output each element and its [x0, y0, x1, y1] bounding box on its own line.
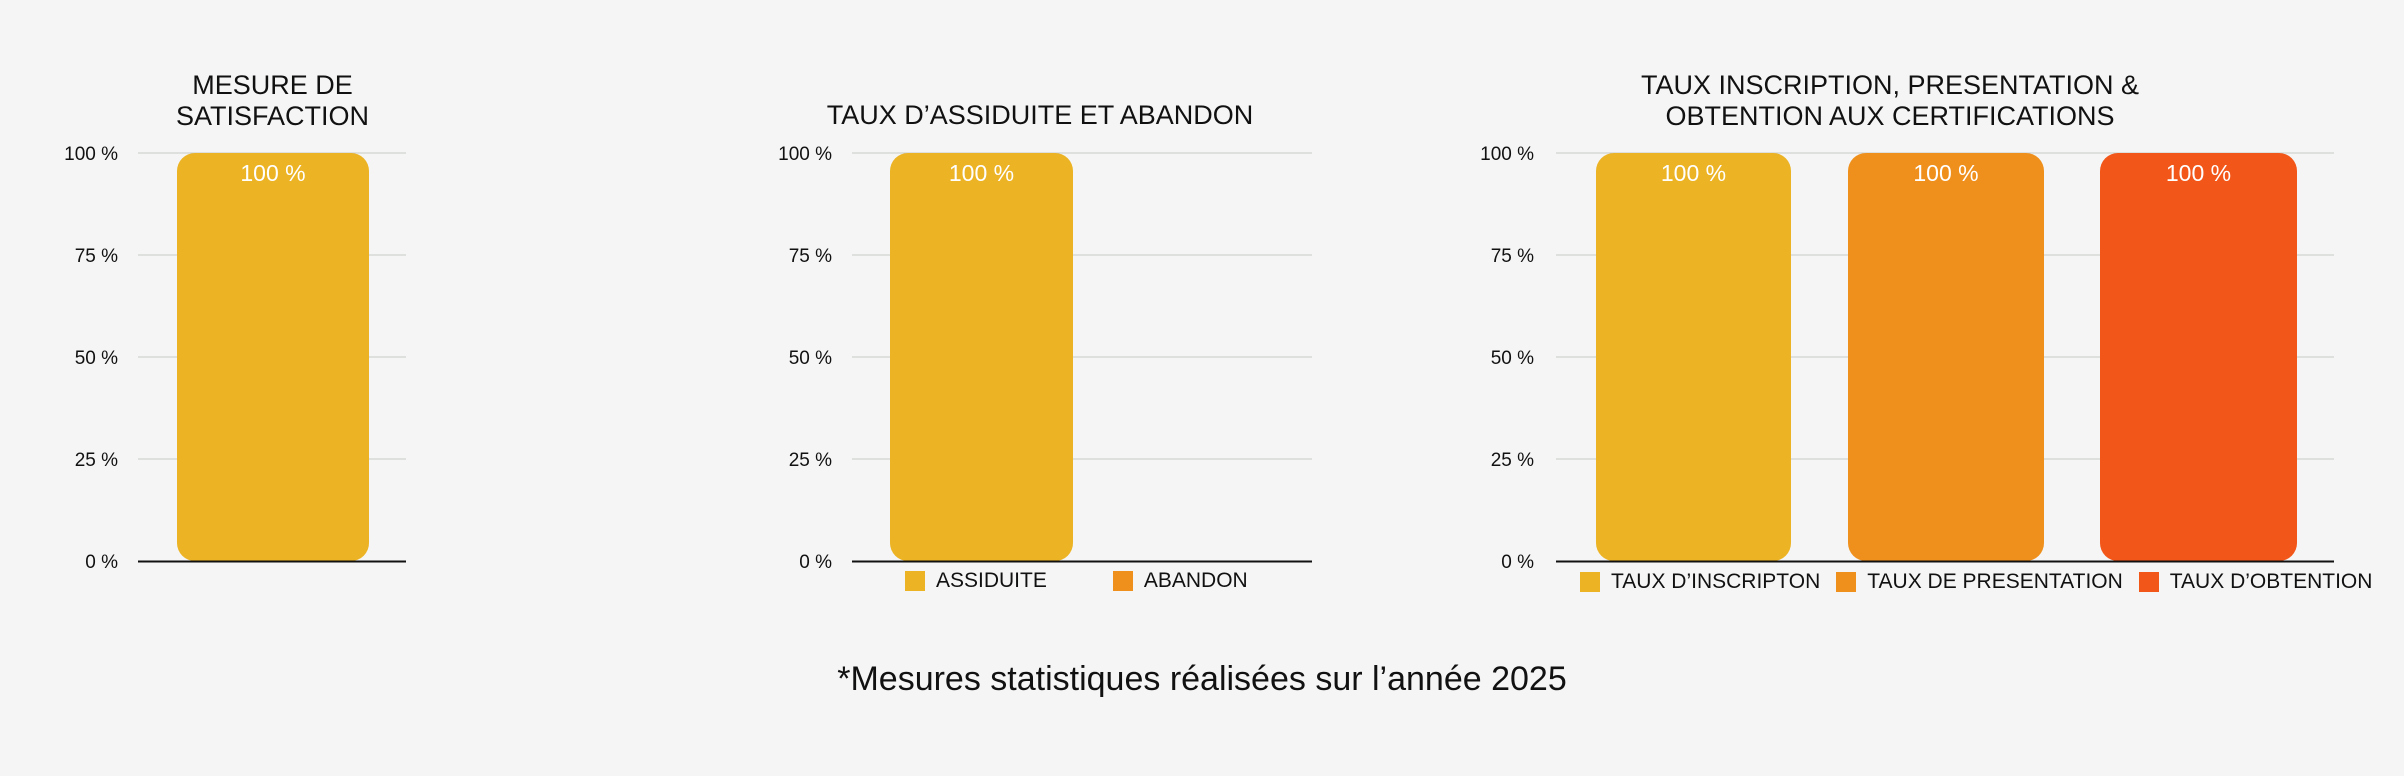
- y-tick-label: 0 %: [85, 552, 118, 573]
- chart-legend: TAUX D’INSCRIPTON TAUX DE PRESENTATION T…: [1580, 570, 2372, 594]
- bar: [177, 153, 369, 561]
- legend-label-inscription: TAUX D’INSCRIPTON: [1611, 570, 1821, 593]
- data-label: 100 %: [240, 160, 305, 186]
- legend-label-obtention: TAUX D’OBTENTION: [2169, 570, 2373, 593]
- data-label: 100 %: [1661, 160, 1726, 186]
- footnote: *Mesures statistiques réalisées sur l’an…: [837, 660, 1567, 698]
- data-label: 100 %: [2166, 160, 2231, 186]
- y-tick-label: 25 %: [789, 450, 832, 471]
- satisfaction-chart: MESURE DE SATISFACTION 0 % 25 % 50 % 75 % 10…: [0, 0, 560, 640]
- y-tick-label: 0 %: [799, 552, 832, 573]
- legend-swatch-obtention: [2138, 572, 2159, 592]
- certifications-chart: TAUX INSCRIPTION, PRESENTATION & OBTENTI…: [1400, 0, 2404, 640]
- legend-label-presentation: TAUX DE PRESENTATION: [1867, 570, 2123, 593]
- assiduite-abandon-chart: TAUX D’ASSIDUITE ET ABANDON 0 % 25 % 50 % 7…: [700, 0, 1340, 640]
- chart-title: TAUX INSCRIPTION, PRESENTATION & OBTENTI…: [1640, 70, 2140, 131]
- y-tick-label: 75 %: [789, 246, 832, 267]
- chart-title: TAUX D’ASSIDUITE ET ABANDON: [826, 100, 1254, 130]
- y-tick-label: 25 %: [75, 450, 118, 471]
- y-tick-label: 50 %: [789, 348, 832, 369]
- chart-title: MESURE DE SATISFACTION: [175, 70, 370, 131]
- y-tick-label: 25 %: [1491, 450, 1534, 471]
- data-label: 100 %: [1913, 160, 1978, 186]
- legend-swatch-presentation: [1836, 572, 1857, 592]
- bar: [2100, 153, 2297, 561]
- legend-label-assiduite: ASSIDUITE: [936, 569, 1047, 592]
- legend-label-abandon: ABANDON: [1143, 569, 1248, 592]
- assiduite-abandon-chart-plot: 0 % 25 % 50 % 75 % 100 % 100 %: [778, 144, 1312, 573]
- data-label: 100 %: [949, 160, 1014, 186]
- bar: [1848, 153, 2044, 561]
- y-tick-label: 0 %: [1501, 552, 1534, 573]
- certifications-chart-plot: 0 % 25 % 50 % 75 % 100 % 100 % 100 % 100 %: [1480, 144, 2334, 573]
- y-tick-label: 100 %: [778, 144, 832, 165]
- legend-swatch-inscription: [1580, 572, 1600, 592]
- satisfaction-chart-plot: 0 % 25 % 50 % 75 % 100 % 100 %: [64, 144, 406, 573]
- y-tick-label: 75 %: [1491, 246, 1534, 267]
- legend-swatch-assiduite: [905, 571, 925, 591]
- y-tick-label: 50 %: [75, 348, 118, 369]
- y-tick-label: 50 %: [1491, 348, 1534, 369]
- bar: [1596, 153, 1791, 561]
- y-tick-label: 100 %: [1480, 144, 1534, 165]
- chart-legend: ASSIDUITE ABANDON: [905, 569, 1248, 593]
- y-tick-label: 75 %: [75, 246, 118, 267]
- bar: [890, 153, 1073, 561]
- y-tick-label: 100 %: [64, 144, 118, 165]
- legend-swatch-abandon: [1112, 571, 1133, 591]
